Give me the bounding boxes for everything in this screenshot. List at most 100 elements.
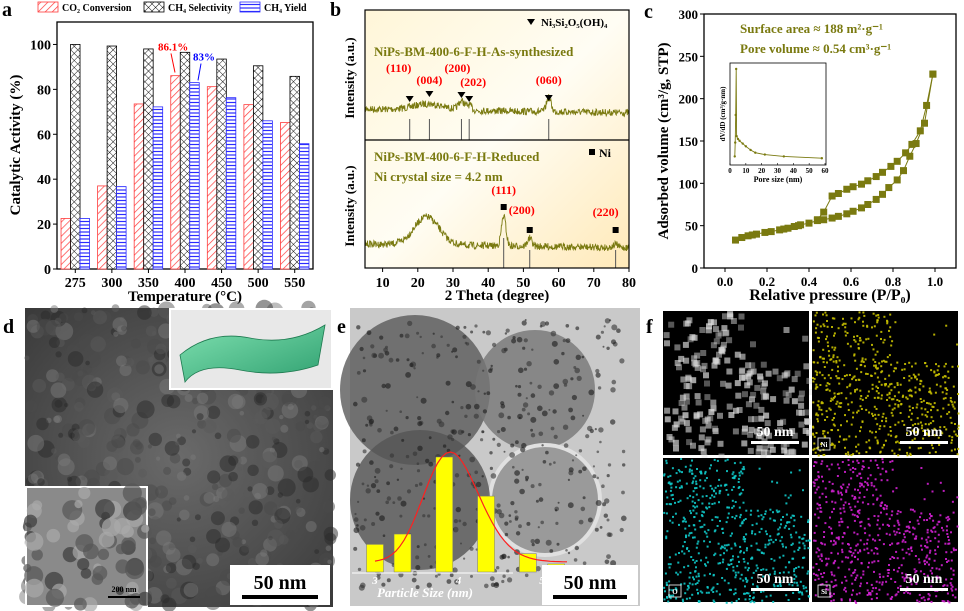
map-pixel <box>874 436 877 439</box>
map-pixel <box>772 541 775 544</box>
map-pixel <box>690 442 696 449</box>
map-pixel <box>874 547 877 549</box>
map-pixel <box>675 588 678 591</box>
texture-dot <box>474 324 478 328</box>
map-pixel <box>856 543 859 546</box>
texture-dot <box>619 358 625 364</box>
pore-volume-note: Pore volume ≈ 0.54 cm³·g⁻¹ <box>740 41 891 56</box>
map-pixel <box>706 323 712 330</box>
map-pixel <box>872 587 875 590</box>
map-pixel <box>844 452 847 455</box>
particle-sphere <box>475 330 595 450</box>
map-pixel <box>871 561 874 564</box>
map-pixel <box>683 383 690 389</box>
texture-dot <box>535 499 539 503</box>
map-pixel <box>679 499 682 502</box>
texture-dot <box>37 478 45 486</box>
texture-dot <box>514 510 518 514</box>
map-pixel <box>932 406 935 408</box>
map-pixel <box>713 502 716 505</box>
texture-dot <box>538 431 544 437</box>
map-pixel <box>905 575 908 578</box>
map-pixel <box>870 549 873 552</box>
map-pixel <box>854 340 857 343</box>
map-pixel <box>826 416 829 418</box>
map-pixel <box>869 430 872 433</box>
texture-dot <box>517 392 522 397</box>
map-pixel <box>924 362 927 365</box>
map-pixel <box>738 486 741 488</box>
texture-dot <box>228 471 238 482</box>
map-pixel <box>879 451 882 454</box>
map-pixel <box>923 519 926 522</box>
inset-x-tick-label: 20 <box>758 167 766 175</box>
texture-dot <box>64 368 78 382</box>
texture-dot <box>25 400 38 413</box>
map-pixel <box>948 601 951 604</box>
map-pixel <box>919 570 922 573</box>
map-pixel <box>832 423 835 426</box>
map-pixel <box>784 494 787 497</box>
map-pixel <box>827 557 830 560</box>
map-pixel <box>753 601 756 604</box>
map-pixel <box>751 556 754 559</box>
texture-dot <box>136 400 155 419</box>
map-pixel <box>865 451 868 454</box>
texture-dot <box>371 522 376 526</box>
texture-dot <box>592 474 597 479</box>
map-pixel <box>867 552 870 555</box>
map-pixel <box>945 578 948 581</box>
map-pixel <box>817 400 820 403</box>
map-pixel <box>952 385 955 388</box>
map-pixel <box>683 393 690 400</box>
map-pixel <box>742 391 748 398</box>
map-pixel <box>878 427 881 430</box>
map-pixel <box>918 561 921 564</box>
map-pixel <box>830 397 833 400</box>
map-pixel <box>831 368 834 371</box>
texture-dot <box>183 582 199 598</box>
triangle-peak-marker <box>425 91 434 97</box>
map-pixel <box>688 524 691 527</box>
map-pixel <box>859 549 861 552</box>
inset-x-tick-label: 40 <box>790 167 798 175</box>
texture-dot <box>45 588 64 607</box>
map-pixel <box>936 373 939 376</box>
map-pixel <box>699 590 702 593</box>
map-pixel <box>675 571 678 574</box>
map-pixel <box>683 357 690 364</box>
map-pixel <box>947 539 950 542</box>
map-pixel <box>868 411 871 414</box>
map-pixel <box>726 337 733 344</box>
map-pixel <box>930 515 933 518</box>
map-pixel <box>910 412 913 415</box>
map-pixel <box>778 556 781 559</box>
map-pixel <box>851 494 854 497</box>
map-pixel <box>854 569 857 571</box>
map-pixel <box>884 439 887 442</box>
map-pixel <box>712 591 715 593</box>
map-pixel <box>859 582 862 585</box>
map-pixel <box>835 536 838 539</box>
texture-dot <box>562 378 569 385</box>
texture-dot <box>389 464 394 469</box>
texture-dot <box>355 462 361 467</box>
map-pixel <box>683 320 690 327</box>
map-pixel <box>896 512 899 515</box>
map-pixel <box>760 388 767 395</box>
texture-dot <box>553 359 560 365</box>
map-pixel <box>701 510 704 513</box>
map-pixel <box>950 584 953 587</box>
map-pixel <box>883 315 886 318</box>
map-pixel <box>836 400 839 403</box>
map-pixel <box>864 358 867 361</box>
panel-label-b: b <box>330 0 341 21</box>
map-pixel <box>738 313 745 320</box>
map-pixel <box>893 524 896 527</box>
map-pixel <box>674 512 677 515</box>
map-pixel <box>922 437 925 440</box>
map-pixel <box>851 554 854 557</box>
map-pixel <box>691 472 694 475</box>
map-pixel <box>798 591 801 594</box>
texture-dot <box>232 537 243 548</box>
